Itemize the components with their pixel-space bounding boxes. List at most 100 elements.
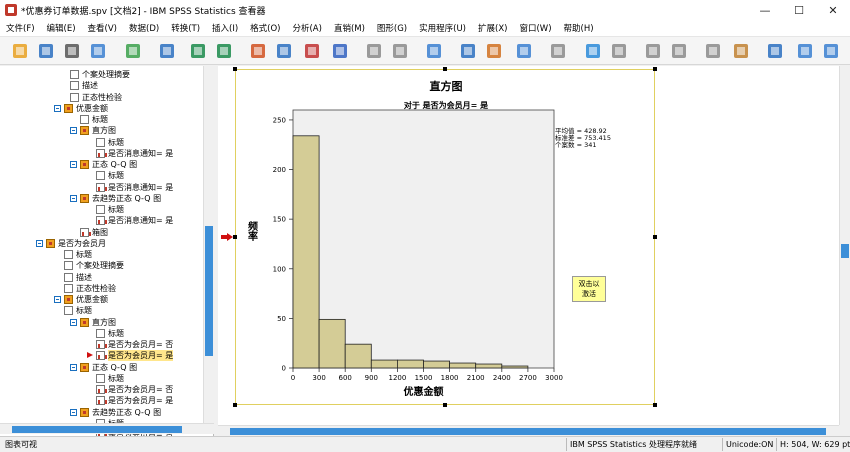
scrollbar-thumb[interactable]: [12, 426, 182, 433]
collapse-icon[interactable]: [669, 41, 689, 61]
outline-item[interactable]: 是否消息通知= 是: [96, 148, 173, 159]
outline-item[interactable]: 标题: [96, 328, 124, 339]
collapse-toggle-icon[interactable]: [54, 296, 61, 303]
goto-data-icon[interactable]: [248, 41, 268, 61]
menu-item[interactable]: 分析(A): [292, 24, 322, 34]
outline-item[interactable]: 标题: [96, 204, 124, 215]
print-icon[interactable]: [62, 41, 82, 61]
outline-item[interactable]: 是否为会员月: [46, 238, 106, 249]
redo-icon[interactable]: [214, 41, 234, 61]
outline-item[interactable]: 正态 Q-Q 图: [80, 362, 137, 373]
selection-handle[interactable]: [233, 403, 237, 407]
menu-item[interactable]: 插入(I): [212, 24, 239, 34]
scrollbar-thumb[interactable]: [230, 428, 826, 435]
selection-handle[interactable]: [653, 235, 657, 239]
menu-item[interactable]: 转换(T): [171, 24, 201, 34]
export-icon[interactable]: [123, 41, 143, 61]
outline-item[interactable]: 正态性检验: [64, 283, 116, 294]
outline-item[interactable]: 标题: [64, 305, 92, 316]
selection-handle[interactable]: [653, 403, 657, 407]
selection-handle[interactable]: [443, 403, 447, 407]
minimize-button[interactable]: —: [759, 3, 771, 17]
outline-item[interactable]: 优惠金额: [64, 294, 108, 305]
menu-item[interactable]: 实用程序(U): [419, 24, 466, 34]
recall-dialog-icon[interactable]: [157, 41, 177, 61]
outline-item[interactable]: 箱图: [80, 227, 108, 238]
create-edit-autoscript-icon[interactable]: [514, 41, 534, 61]
scrollbar-thumb[interactable]: [841, 244, 849, 258]
outline-item[interactable]: 是否为会员月= 是: [96, 395, 173, 406]
menu-item[interactable]: 数据(D): [129, 24, 160, 34]
hide-icon[interactable]: [731, 41, 751, 61]
open-icon[interactable]: [10, 41, 30, 61]
collapse-toggle-icon[interactable]: [70, 194, 77, 202]
selection-handle[interactable]: [233, 67, 237, 71]
menu-item[interactable]: 格式(O): [250, 24, 281, 34]
show-all-variables-icon[interactable]: [390, 41, 410, 61]
menu-item[interactable]: 帮助(H): [563, 24, 594, 34]
histogram-chart[interactable]: 直方图 对于 是否为会员月= 是 平均值 = 428.92 标准差 = 753.…: [235, 69, 655, 405]
outline-item[interactable]: 标题: [80, 114, 108, 125]
insert-heading-icon[interactable]: [765, 41, 785, 61]
collapse-toggle-icon[interactable]: [70, 408, 77, 416]
outline-item[interactable]: 正态性检验: [70, 92, 122, 103]
content-vertical-scrollbar[interactable]: [839, 66, 850, 425]
select-last-output-icon[interactable]: [484, 41, 504, 61]
outline-item[interactable]: 描述: [64, 272, 92, 283]
designate-window-icon[interactable]: [458, 41, 478, 61]
selection-handle[interactable]: [443, 67, 447, 71]
pane-splitter[interactable]: [214, 66, 218, 436]
outline-item[interactable]: 直方图: [80, 125, 116, 136]
outline-item[interactable]: 正态 Q-Q 图: [80, 159, 137, 170]
insert-text-icon[interactable]: [821, 41, 841, 61]
outline-item[interactable]: 去趋势正态 Q-Q 图: [80, 407, 161, 418]
content-horizontal-scrollbar[interactable]: [218, 425, 839, 436]
outline-item[interactable]: 是否为会员月= 是: [96, 350, 174, 362]
close-button[interactable]: ✕: [828, 3, 838, 17]
menu-item[interactable]: 窗口(W): [519, 24, 552, 34]
maximize-button[interactable]: ☐: [794, 3, 804, 17]
variables-icon[interactable]: [330, 41, 350, 61]
outline-item[interactable]: 去趋势正态 Q-Q 图: [80, 193, 161, 204]
outline-item[interactable]: 是否消息通知= 是: [96, 182, 173, 193]
menu-item[interactable]: 文件(F): [6, 24, 35, 34]
print-preview-icon[interactable]: [88, 41, 108, 61]
run-script-icon[interactable]: [548, 41, 568, 61]
scrollbar-thumb[interactable]: [205, 226, 213, 356]
show-icon[interactable]: [703, 41, 723, 61]
menu-item[interactable]: 查看(V): [87, 24, 117, 34]
undo-icon[interactable]: [188, 41, 208, 61]
goto-case-icon[interactable]: [274, 41, 294, 61]
use-sets-icon[interactable]: [364, 41, 384, 61]
outline-item[interactable]: 描述: [70, 80, 98, 91]
outline-item[interactable]: 优惠金额: [64, 103, 108, 114]
outline-item[interactable]: 直方图: [80, 317, 116, 328]
outline-item[interactable]: 是否为会员月= 否: [96, 339, 173, 350]
collapse-toggle-icon[interactable]: [70, 318, 77, 326]
menu-item[interactable]: 直销(M): [333, 24, 365, 34]
demote-icon[interactable]: [609, 41, 629, 61]
insert-title-icon[interactable]: [795, 41, 815, 61]
promote-icon[interactable]: [583, 41, 603, 61]
outline-item[interactable]: 是否消息通知= 是: [96, 215, 173, 226]
selection-handle[interactable]: [233, 235, 237, 239]
collapse-toggle-icon[interactable]: [70, 363, 77, 371]
outline-item[interactable]: 标题: [96, 137, 124, 148]
selection-handle[interactable]: [653, 67, 657, 71]
outline-item[interactable]: 是否为会员月= 否: [96, 384, 173, 395]
outline-vertical-scrollbar[interactable]: [203, 66, 214, 423]
collapse-toggle-icon[interactable]: [70, 127, 77, 135]
menu-item[interactable]: 扩展(X): [478, 24, 508, 34]
outline-item[interactable]: 标题: [96, 170, 124, 181]
save-icon[interactable]: [36, 41, 56, 61]
outline-item[interactable]: 标题: [96, 373, 124, 384]
spell-check-icon[interactable]: [424, 41, 444, 61]
outline-item[interactable]: 标题: [64, 249, 92, 260]
collapse-toggle-icon[interactable]: [54, 104, 61, 112]
collapse-toggle-icon[interactable]: [70, 161, 77, 168]
activate-note[interactable]: 双击以 激活: [572, 276, 606, 302]
expand-icon[interactable]: [643, 41, 663, 61]
outline-item[interactable]: 个案处理摘要: [64, 260, 124, 271]
collapse-toggle-icon[interactable]: [36, 239, 43, 247]
goto-variable-icon[interactable]: [302, 41, 322, 61]
